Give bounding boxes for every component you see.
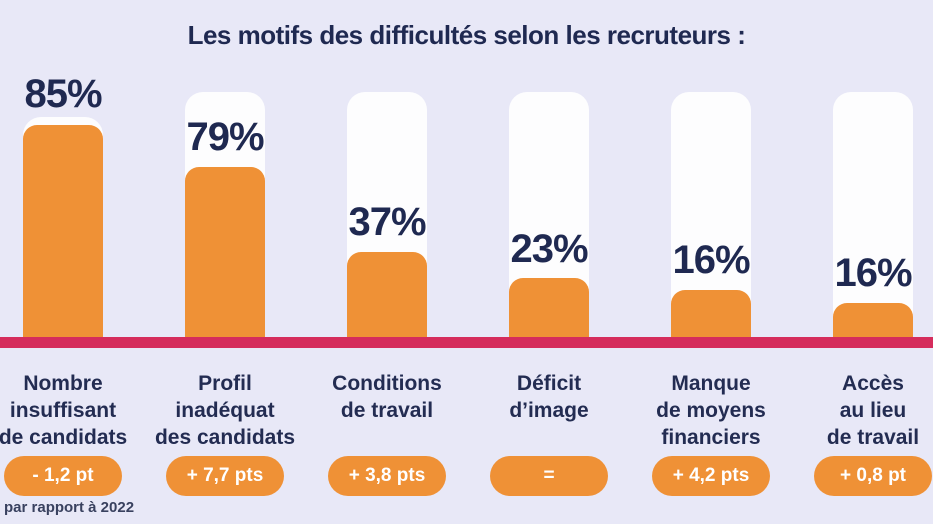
category-line: de travail (826, 426, 920, 449)
bar-fill (833, 303, 913, 337)
bar-category-label: Manque de moyens financiers (623, 370, 799, 451)
category-line: Profil (198, 372, 252, 395)
bar-fill (347, 252, 427, 337)
category-line: insuffisant (9, 399, 117, 422)
bar-track (833, 92, 913, 337)
change-badge: = (490, 456, 608, 496)
category-line: Conditions (332, 372, 442, 395)
category-line: au lieu (839, 399, 907, 422)
category-line: d’image (509, 399, 589, 422)
bar-value-label: 16% (672, 238, 750, 282)
change-badge: + 3,8 pts (328, 456, 446, 496)
chart-title: Les motifs des difficultés selon les rec… (187, 20, 746, 50)
bar-value-label: 79% (186, 115, 264, 159)
category-line: Déficit (516, 372, 582, 395)
change-badge: - 1,2 pt (4, 456, 122, 496)
bar-value-label: 16% (834, 251, 912, 295)
bar-fill (23, 125, 103, 337)
change-badge: + 0,8 pt (814, 456, 932, 496)
bar-category-label: Profil inadéquat des candidats (137, 370, 313, 451)
category-line: de travail (340, 399, 434, 422)
bar-category-label: Accès au lieu de travail (785, 370, 933, 451)
bar-fill (185, 167, 265, 337)
bar-value-label: 85% (24, 72, 102, 116)
bar-fill (509, 278, 589, 337)
category-line: financiers (661, 426, 761, 449)
category-line: de candidats (0, 426, 128, 449)
bar-category-label: Déficit d’image (461, 370, 637, 424)
category-line: Manque (671, 372, 751, 395)
bar-fill (671, 290, 751, 337)
category-line: Accès (842, 372, 904, 395)
bar-category-label: Conditions de travail (299, 370, 475, 424)
footnote: par rapport à 2022 (4, 499, 135, 516)
change-badge: + 4,2 pts (652, 456, 770, 496)
category-line: de moyens (656, 399, 766, 422)
category-line: Nombre (23, 372, 103, 395)
category-line: des candidats (154, 426, 296, 449)
change-badge: + 7,7 pts (166, 456, 284, 496)
bar-category-label: Nombre insuffisant de candidats (0, 370, 151, 451)
bar-value-label: 37% (348, 200, 426, 244)
category-line: inadéquat (175, 399, 275, 422)
bar-value-label: 23% (510, 227, 588, 271)
baseline-rule (0, 337, 933, 348)
